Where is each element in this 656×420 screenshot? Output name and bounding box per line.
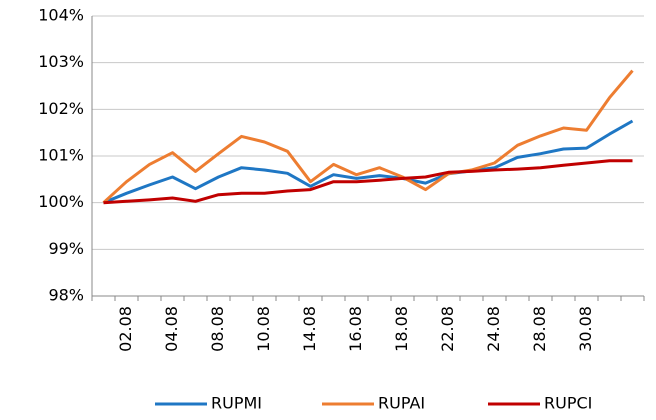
x-tick-label: 10.08 — [254, 306, 273, 352]
x-tick-label: 08.08 — [208, 306, 227, 352]
line-series — [102, 119, 634, 205]
x-tick-label: 02.08 — [116, 306, 135, 352]
x-tick-label: 24.08 — [484, 306, 503, 352]
line-series — [102, 69, 634, 204]
y-tick-label: 101% — [38, 146, 84, 165]
x-tick-label: 16.08 — [346, 306, 365, 352]
x-tick-label: 14.08 — [300, 306, 319, 352]
y-tick-label: 103% — [38, 52, 84, 71]
x-tick-label: 04.08 — [162, 306, 181, 352]
y-tick-label: 98% — [48, 286, 84, 305]
x-tick-label: 28.08 — [530, 306, 549, 352]
legend-label: RUPMI — [211, 394, 262, 413]
x-tick-label: 30.08 — [576, 306, 595, 352]
y-tick-label: 104% — [38, 6, 84, 25]
legend-label: RUPCI — [544, 394, 592, 413]
y-tick-label: 102% — [38, 99, 84, 118]
x-tick-label: 18.08 — [392, 306, 411, 352]
line-series — [103, 159, 633, 205]
x-tick-label: 22.08 — [438, 306, 457, 352]
legend-label: RUPAI — [378, 394, 425, 413]
y-tick-label: 100% — [38, 192, 84, 211]
y-tick-label: 99% — [48, 239, 84, 258]
